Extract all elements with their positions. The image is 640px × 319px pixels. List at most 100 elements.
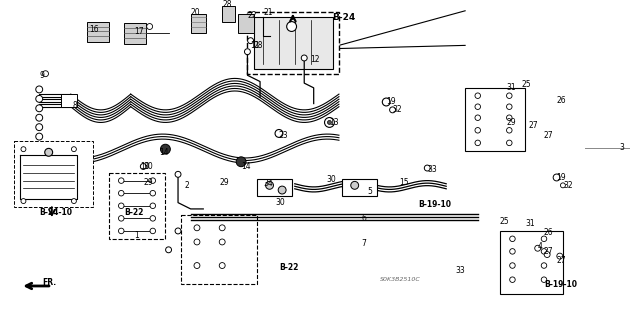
Text: 26: 26	[557, 96, 566, 105]
Circle shape	[36, 114, 43, 121]
Text: 13: 13	[330, 118, 339, 127]
Bar	[181, 215, 257, 285]
Circle shape	[21, 199, 26, 204]
Circle shape	[194, 239, 200, 245]
Circle shape	[150, 190, 156, 196]
Circle shape	[475, 93, 481, 99]
Text: 28: 28	[253, 41, 263, 50]
Circle shape	[21, 147, 26, 152]
Circle shape	[150, 178, 156, 183]
Circle shape	[161, 144, 170, 154]
Bar	[191, 14, 207, 33]
Circle shape	[266, 182, 273, 189]
Text: 25: 25	[500, 217, 509, 226]
Text: B-22: B-22	[279, 263, 298, 271]
Text: 33: 33	[428, 165, 437, 174]
Text: 27: 27	[544, 247, 554, 256]
Circle shape	[36, 133, 43, 140]
Circle shape	[147, 24, 152, 29]
Circle shape	[424, 165, 430, 171]
Circle shape	[244, 49, 250, 55]
Circle shape	[324, 117, 334, 127]
Circle shape	[553, 174, 560, 181]
Circle shape	[36, 86, 43, 93]
Text: 30: 30	[326, 174, 336, 183]
Circle shape	[351, 182, 358, 189]
Text: 23: 23	[279, 130, 289, 139]
Circle shape	[175, 228, 181, 234]
Bar	[124, 23, 147, 44]
Text: 25: 25	[522, 80, 532, 89]
Circle shape	[506, 128, 512, 133]
Bar	[61, 94, 77, 107]
Circle shape	[220, 239, 225, 245]
Text: 21: 21	[263, 8, 273, 17]
Circle shape	[509, 277, 515, 282]
Text: 29: 29	[506, 118, 516, 127]
Circle shape	[248, 38, 253, 44]
Text: 20: 20	[191, 8, 200, 17]
Text: 29: 29	[143, 178, 153, 187]
Text: 28: 28	[222, 0, 232, 9]
Circle shape	[278, 186, 286, 194]
Circle shape	[541, 249, 547, 254]
Text: 32: 32	[563, 181, 573, 190]
Circle shape	[509, 249, 515, 254]
Circle shape	[301, 55, 307, 61]
Circle shape	[220, 263, 225, 269]
Bar	[14, 141, 93, 207]
Circle shape	[150, 216, 156, 221]
Bar	[222, 6, 235, 22]
Bar	[257, 179, 292, 197]
Text: B-19-10: B-19-10	[418, 200, 451, 209]
Circle shape	[544, 252, 550, 257]
Circle shape	[557, 253, 563, 259]
Circle shape	[541, 263, 547, 268]
Text: 30: 30	[276, 198, 285, 207]
Text: 19: 19	[387, 98, 396, 107]
Text: 1: 1	[134, 231, 139, 240]
Bar	[342, 179, 377, 197]
Bar	[238, 14, 253, 33]
Text: 4: 4	[538, 242, 543, 251]
Text: 6: 6	[361, 214, 366, 223]
Bar	[253, 17, 333, 69]
Text: 29: 29	[219, 178, 228, 187]
Text: 16: 16	[90, 25, 99, 34]
Circle shape	[118, 203, 124, 209]
Circle shape	[509, 236, 515, 241]
Circle shape	[509, 263, 515, 268]
Circle shape	[382, 98, 390, 106]
Circle shape	[475, 115, 481, 121]
Circle shape	[506, 93, 512, 99]
Circle shape	[390, 107, 396, 113]
Circle shape	[140, 164, 147, 169]
Circle shape	[506, 115, 512, 121]
Circle shape	[220, 225, 225, 231]
Text: 30: 30	[143, 162, 153, 171]
Circle shape	[475, 128, 481, 133]
Text: 19: 19	[557, 173, 566, 182]
Circle shape	[36, 124, 43, 130]
Text: 3: 3	[620, 143, 625, 152]
Text: 31: 31	[525, 219, 534, 227]
Circle shape	[328, 121, 332, 124]
Text: B-19-10: B-19-10	[544, 280, 577, 289]
Circle shape	[36, 105, 43, 112]
Circle shape	[541, 236, 547, 241]
Text: 7: 7	[361, 239, 366, 248]
Text: 33: 33	[456, 266, 465, 275]
Circle shape	[535, 245, 541, 251]
Text: 8: 8	[73, 100, 77, 110]
Circle shape	[475, 140, 481, 146]
Text: 27: 27	[557, 256, 566, 265]
Text: 9: 9	[39, 71, 44, 80]
Text: B-24: B-24	[333, 12, 356, 22]
Text: 14: 14	[241, 162, 251, 171]
Text: 27: 27	[544, 130, 554, 139]
Bar	[465, 88, 525, 151]
Text: 22: 22	[248, 11, 257, 20]
Circle shape	[118, 228, 124, 234]
Circle shape	[236, 157, 246, 167]
Text: 31: 31	[506, 83, 516, 92]
